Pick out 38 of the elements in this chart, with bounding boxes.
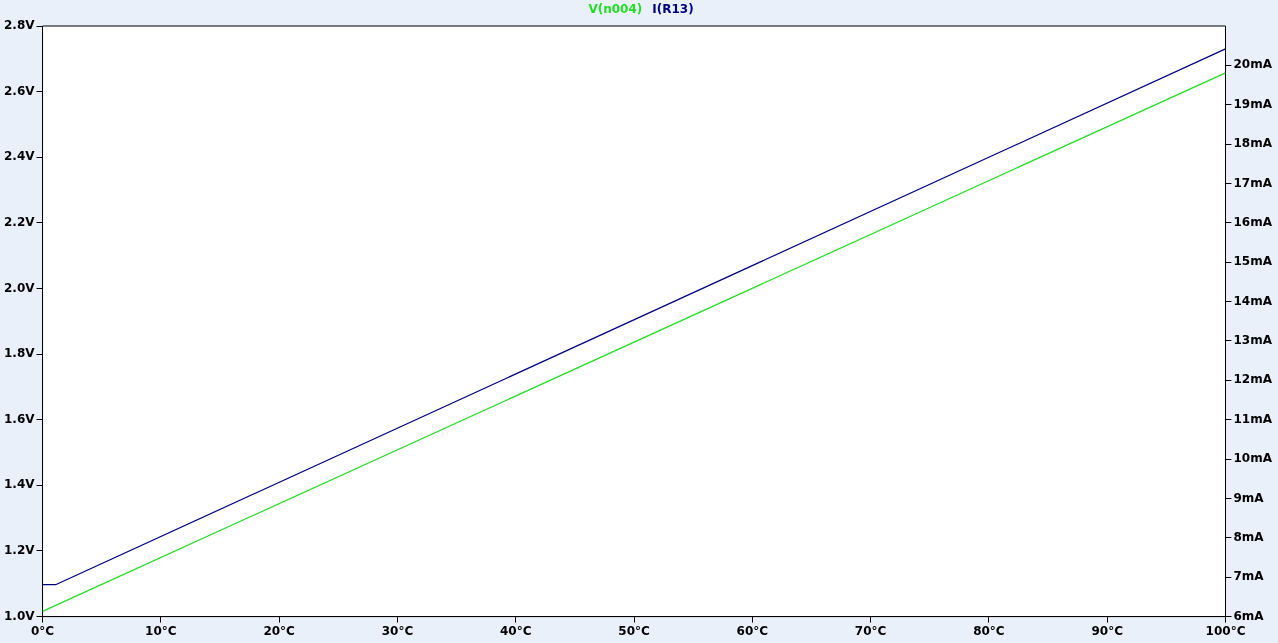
y-tick-label: 2.0V [4,280,36,295]
x-tick-label: 0°C [30,623,55,638]
y2-tick-label: 20mA [1233,57,1273,72]
y-tick-label: 1.4V [4,477,36,492]
x-tick-label: 80°C [973,623,1005,638]
y2-tick-label: 15mA [1233,254,1273,269]
y2-tick-label: 8mA [1233,529,1265,544]
y2-tick-label: 10mA [1233,451,1273,466]
x-tick-label: 30°C [381,623,414,638]
text: I(R13) [652,2,694,17]
x-tick-label: 20°C [263,623,296,638]
x-tick-label: 60°C [736,623,769,638]
y2-tick-label: 7mA [1233,569,1265,584]
y-tick-label: 1.0V [4,608,36,623]
y2-tick-label: 18mA [1233,136,1273,151]
y-tick-label: 2.2V [4,214,36,229]
x-tick-label: 70°C [854,623,887,638]
y-tick-label: 1.8V [4,346,36,361]
y-tick-label: 2.6V [4,83,36,98]
y2-tick-label: 9mA [1233,490,1265,505]
y2-tick-label: 14mA [1233,293,1273,308]
y2-tick-label: 12mA [1233,372,1273,387]
y-tick-label: 1.2V [4,543,36,558]
x-tick-label: 40°C [499,623,532,638]
text: V(n004) [588,2,643,17]
x-tick-label: 100°C [1205,623,1246,638]
y2-tick-label: 6mA [1233,608,1265,623]
y2-tick-label: 13mA [1233,333,1273,348]
y2-tick-label: 16mA [1233,214,1273,229]
y2-tick-label: 11mA [1233,411,1273,426]
x-tick-label: 90°C [1091,623,1124,638]
y2-tick-label: 19mA [1233,96,1273,111]
x-tick-label: 10°C [145,623,177,638]
y-tick-label: 2.4V [4,149,36,164]
y-tick-label: 2.8V [4,18,36,33]
y-tick-label: 1.6V [4,411,36,426]
x-tick-label: 50°C [618,623,650,638]
y2-tick-label: 17mA [1233,175,1273,190]
